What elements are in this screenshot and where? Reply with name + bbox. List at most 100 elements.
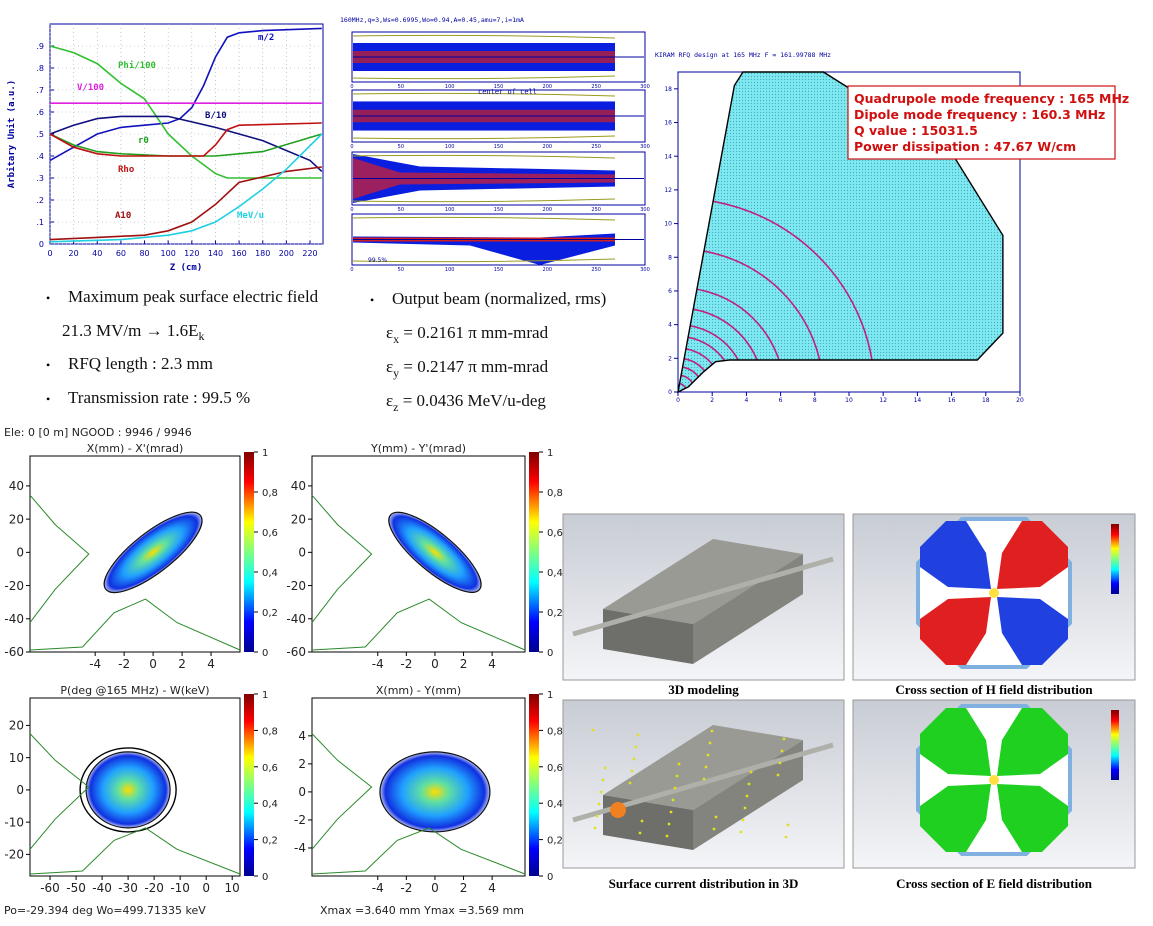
x-tick-label: 0 — [676, 397, 680, 404]
current-arrow — [749, 770, 753, 774]
emittance-symbol: ε — [386, 323, 393, 342]
y-tick-label: .6 — [36, 108, 44, 117]
current-arrow — [739, 830, 743, 834]
curve-label: V/100 — [77, 83, 104, 93]
curve — [49, 166, 322, 241]
x-tick-label: 250 — [591, 267, 601, 273]
x-tick-label: 4 — [488, 657, 496, 671]
x-profile — [29, 598, 241, 651]
x-axis-label: Z (cm) — [170, 263, 203, 273]
x-tick-label: -4 — [372, 657, 384, 671]
y-tick-label: 0 — [668, 389, 672, 396]
y-tick-label: .1 — [36, 218, 44, 227]
caption: Cross section of E field distribution — [896, 876, 1093, 891]
field-center — [989, 775, 999, 785]
current-arrow — [710, 729, 714, 733]
curve-label: MeV/u — [237, 211, 264, 221]
x-tick-label: 150 — [494, 84, 504, 90]
x-tick-label: 100 — [445, 207, 455, 213]
cavity-title: KIRAM RFQ design at 165 MHz F = 161.9978… — [655, 51, 831, 59]
summary-item: Maximum peak surface electric field — [68, 287, 319, 306]
x-tick-label: 2 — [460, 881, 468, 895]
y-tick-label: 10 — [9, 751, 24, 765]
cavity-top — [603, 539, 803, 624]
y-tick-label: 40 — [9, 479, 24, 493]
emittance-value: = 0.2161 π mm-mrad — [399, 323, 548, 342]
x-tick-label: 60 — [116, 249, 126, 258]
field-lobe — [997, 521, 1068, 589]
y-tick-label: 0 — [298, 785, 306, 799]
x-tick-label: 0 — [350, 267, 353, 273]
current-arrow — [708, 741, 712, 745]
colorbar-label: 0,2 — [262, 836, 278, 847]
x-tick-label: 80 — [139, 249, 149, 258]
y-profile — [311, 494, 373, 623]
emittance-sub: y — [393, 366, 399, 380]
y-tick-label: .2 — [36, 196, 44, 205]
x-tick-label: 250 — [591, 84, 601, 90]
x-tick-label: 50 — [398, 144, 404, 150]
y-tick-label: -2 — [294, 813, 306, 827]
x-tick-label: 20 — [1016, 397, 1024, 404]
legend-bar — [1111, 524, 1119, 594]
y-tick-label: -4 — [294, 841, 306, 855]
colorbar-label: 0,2 — [262, 608, 278, 619]
plot-title: X(mm) - X'(mrad) — [87, 442, 184, 455]
summary-field-value: 21.3 MV/m → 1.6Ek — [62, 321, 204, 343]
y-tick-label: -20 — [286, 579, 306, 593]
curve — [49, 133, 323, 243]
y-tick-label: .8 — [36, 64, 44, 73]
x-tick-label: -4 — [89, 657, 101, 671]
x-tick-label: 0 — [350, 84, 353, 90]
current-arrow — [784, 835, 788, 839]
y-tick-label: -60 — [4, 645, 24, 659]
current-arrow — [634, 745, 638, 749]
colorbar — [529, 694, 539, 876]
colorbar-label: 0,4 — [262, 568, 278, 579]
plot-frame — [311, 455, 526, 653]
current-arrow — [593, 826, 597, 830]
field-center — [989, 588, 999, 598]
x-tick-label: 0 — [350, 144, 353, 150]
x-tick-label: 0 — [47, 249, 52, 258]
y-tick-label: 10 — [664, 221, 672, 228]
field-lobe — [997, 784, 1068, 852]
colorbar-label: 1 — [547, 448, 553, 459]
colorbar-label: 0,4 — [262, 799, 278, 810]
x-tick-label: 0 — [431, 657, 439, 671]
x-tick-label: -2 — [400, 881, 412, 895]
current-arrow — [714, 815, 718, 819]
phase-header: Ele: 0 [0 m] NGOOD : 9946 / 9946 — [4, 426, 192, 439]
x-tick-label: 100 — [445, 84, 455, 90]
x-tick-label: 300 — [640, 84, 650, 90]
curve-label: r0 — [138, 136, 149, 146]
curve-label: Phi/100 — [118, 60, 156, 71]
current-arrow — [747, 782, 751, 786]
current-arrow — [743, 806, 747, 810]
curve — [49, 133, 323, 157]
x-tick-label: 100 — [445, 267, 455, 273]
beam-density — [103, 511, 203, 594]
beam-title: 160MHz,q=3,Ws=0.6995,Wo=0.94,A=0.45,amu=… — [340, 16, 524, 24]
cavity-side — [693, 554, 803, 664]
colorbar-label: 0,6 — [262, 763, 278, 774]
envelope — [352, 92, 616, 140]
curve-label: A10 — [115, 211, 131, 221]
output-heading: Output beam (normalized, rms) — [392, 289, 606, 308]
colorbar-label: 0 — [262, 872, 268, 883]
y-tick-label: 4 — [298, 729, 306, 743]
x-tick-label: 150 — [494, 144, 504, 150]
y-tick-label: 20 — [9, 719, 24, 733]
rms-ellipse — [79, 747, 177, 833]
x-tick-label: 200 — [279, 249, 294, 258]
x-tick-label: 2 — [710, 397, 714, 404]
x-tick-label: -50 — [66, 881, 86, 895]
colorbar-label: 0,4 — [547, 568, 563, 579]
x-tick-label: -20 — [144, 881, 164, 895]
colorbar-label: 0 — [547, 648, 553, 659]
y-tick-label: 14 — [664, 153, 672, 160]
current-arrow — [782, 737, 786, 741]
x-tick-label: 100 — [445, 144, 455, 150]
x-tick-label: 0 — [149, 657, 157, 671]
x-tick-label: 250 — [591, 207, 601, 213]
